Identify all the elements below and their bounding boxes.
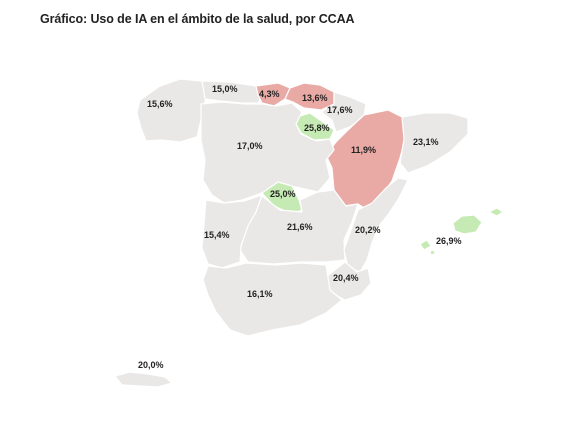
region-extremadura[interactable] (201, 194, 263, 269)
label-canarias: 20,0% (138, 360, 164, 370)
region-baleares-formentera[interactable] (429, 249, 436, 256)
label-extremadura: 15,4% (204, 230, 230, 240)
label-navarra: 17,6% (327, 105, 353, 115)
region-baleares-menorca[interactable] (488, 207, 504, 217)
label-galicia: 15,6% (147, 99, 173, 109)
label-castilla-la-mancha: 21,6% (287, 222, 313, 232)
region-canarias[interactable] (114, 371, 173, 388)
region-baleares-ibiza[interactable] (419, 239, 432, 251)
label-murcia: 20,4% (333, 273, 359, 283)
region-galicia[interactable] (136, 78, 207, 143)
label-la-rioja: 25,8% (304, 123, 330, 133)
region-andalucia[interactable] (202, 262, 343, 337)
region-baleares-mallorca[interactable] (452, 214, 483, 235)
chart-title: Gráfico: Uso de IA en el ámbito de la sa… (40, 12, 355, 26)
region-comunidad-valenciana[interactable] (343, 177, 409, 273)
region-castilla-y-leon[interactable] (200, 101, 335, 204)
region-cantabria[interactable] (255, 82, 291, 107)
label-aragon: 11,9% (351, 145, 376, 155)
label-pais-vasco: 13,6% (302, 93, 328, 103)
region-cataluna[interactable] (399, 112, 469, 174)
label-cataluna: 23,1% (413, 137, 439, 147)
label-comunidad-valenciana: 20,2% (355, 225, 381, 235)
label-castilla-y-leon: 17,0% (237, 141, 263, 151)
label-madrid: 25,0% (270, 189, 296, 199)
region-asturias[interactable] (201, 80, 265, 104)
label-asturias: 15,0% (212, 84, 238, 94)
label-baleares: 26,9% (436, 236, 462, 246)
region-pais-vasco[interactable] (284, 82, 335, 111)
label-andalucia: 16,1% (247, 289, 273, 299)
label-cantabria: 4,3% (259, 89, 280, 99)
region-navarra[interactable] (320, 91, 367, 133)
